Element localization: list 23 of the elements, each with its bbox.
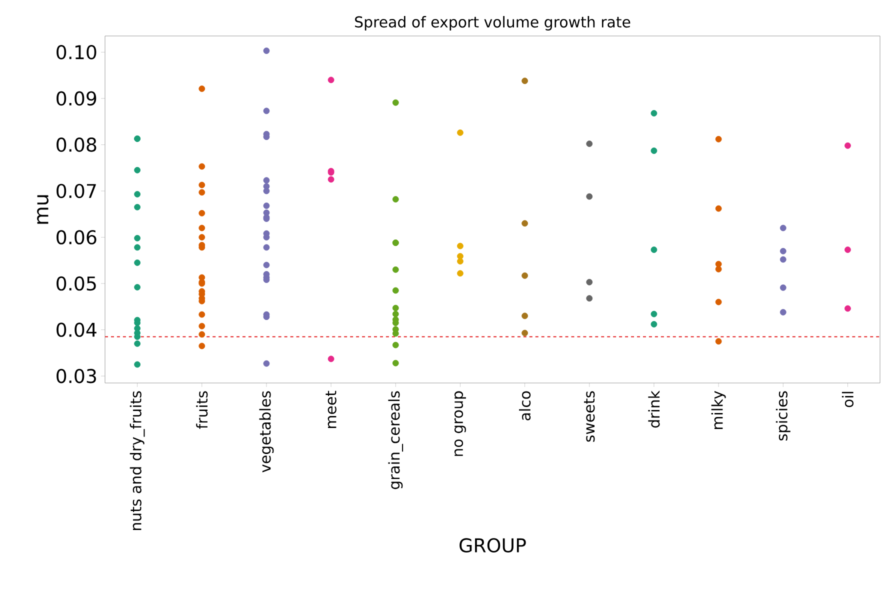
x-tick-label: milky (711, 390, 726, 429)
chart-title: Spread of export volume growth rate (355, 16, 630, 30)
y-axis-title: mu (37, 195, 48, 224)
x-tick-label: drink (648, 390, 660, 428)
x-tick-label: sweets (584, 391, 595, 442)
x-tick-label: meet (326, 390, 336, 428)
y-tick-label: 0.07 (56, 184, 96, 198)
y-tick-label: 0.06 (56, 230, 96, 244)
y-tick-label: 0.09 (56, 91, 96, 106)
x-tick-label: fruits (196, 391, 208, 429)
x-tick-label: spicies (776, 391, 790, 440)
x-tick-label: nuts and dry_fruits (130, 391, 145, 530)
x-axis-title: GROUP (460, 538, 526, 552)
x-tick-label: vegetables (259, 391, 274, 472)
y-tick-label: 0.04 (56, 322, 96, 337)
y-tick-label: 0.10 (56, 45, 96, 60)
x-tick-label: alco (519, 391, 531, 420)
x-tick-label: no group (454, 391, 466, 456)
x-tick-label: oil (842, 392, 854, 408)
y-tick-label: 0.05 (56, 276, 96, 291)
x-tick-label: grain_cereals (388, 391, 404, 490)
y-tick-label: 0.08 (56, 138, 96, 152)
y-tick-label: 0.03 (56, 368, 96, 384)
